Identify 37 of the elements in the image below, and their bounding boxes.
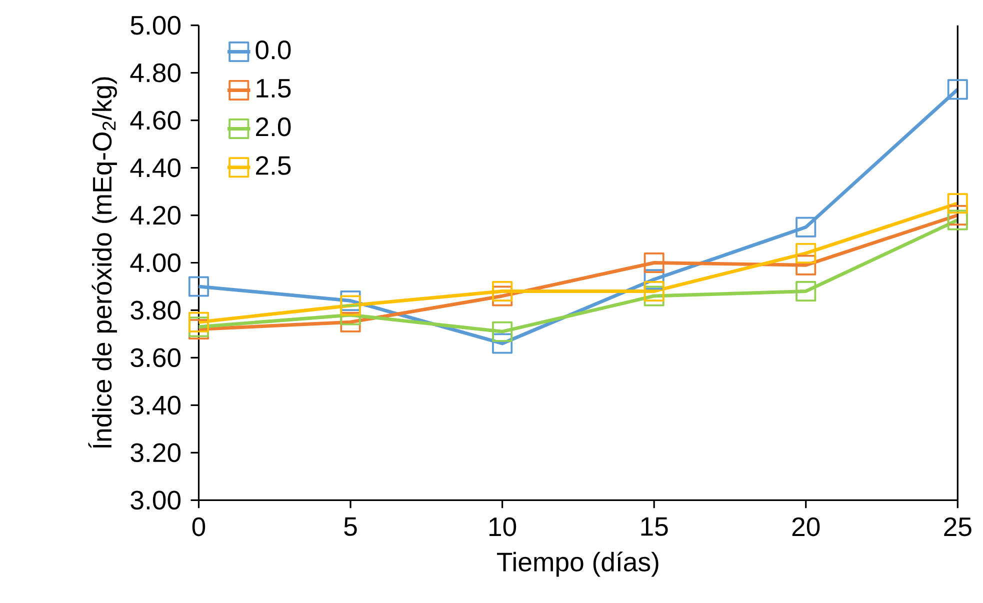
y-tick-label: 4.40 [130,158,181,178]
y-axis-title: Índice de peróxido (mEq-O$_{2}$/kg) [88,77,117,448]
x-tick-label: 10 [490,517,516,536]
point [947,79,968,100]
y-tick-label: 4.20 [130,206,181,225]
point [796,281,816,302]
point [492,333,513,354]
x-tick-label: 25 [944,517,972,536]
legend-label: 2.0 [256,117,291,136]
point [947,210,968,230]
y-tick-label: 4.80 [130,63,181,82]
y-tick-label: 3.80 [130,300,181,320]
x-tick-label: 0 [192,517,206,536]
y-tick-label: 5.00 [130,16,181,35]
point [644,252,664,274]
y-tick-label: 3.00 [130,490,181,510]
point [492,281,513,302]
point [492,321,513,342]
point [796,243,816,264]
x-tick-label: 5 [344,517,357,536]
point [947,193,968,214]
point [340,295,361,316]
y-tick-label: 4.60 [130,110,181,130]
y-tick-label: 3.20 [130,443,181,462]
x-axis-title: Tiempo (días) [497,552,658,577]
y-tick-label: 3.60 [130,348,181,368]
point [644,281,664,302]
legend-label: 2.5 [256,156,291,175]
legend-label: 0.0 [256,40,291,60]
y-tick-label: 3.40 [130,396,181,415]
point [188,312,210,332]
x-tick-label: 20 [792,517,820,536]
point [796,216,816,238]
x-tick-label: 15 [641,517,668,536]
y-tick-label: 4.00 [130,253,181,272]
legend-label: 1.5 [256,79,291,98]
point [188,276,210,297]
